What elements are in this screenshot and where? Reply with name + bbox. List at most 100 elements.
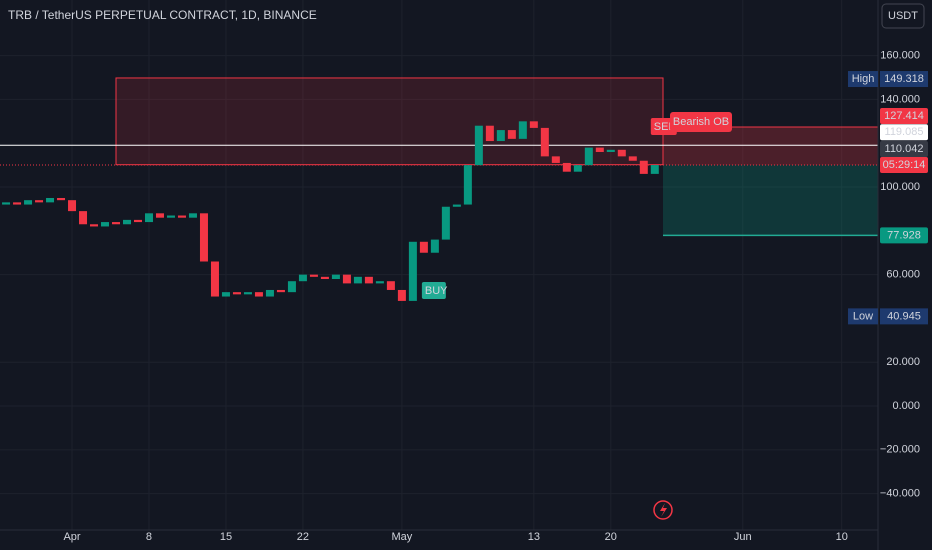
candle-body bbox=[254, 292, 263, 297]
high-badge bbox=[848, 71, 878, 88]
candle-body bbox=[628, 156, 637, 161]
axis: 160.000 140.000 100.000 60.000 20.000 0.000 −2… bbox=[63, 50, 928, 543]
low-name: Low bbox=[853, 310, 873, 322]
candle-body bbox=[540, 127, 549, 157]
candle-body bbox=[166, 215, 175, 218]
candle-body bbox=[430, 239, 439, 253]
x-tick-label: 13 bbox=[528, 531, 540, 543]
candle-body bbox=[243, 292, 252, 295]
candle-body bbox=[474, 125, 483, 166]
candle-body bbox=[551, 156, 560, 163]
candle-body bbox=[13, 202, 22, 205]
last-price-label: 110.042 bbox=[885, 143, 924, 155]
candle-body bbox=[342, 274, 351, 284]
x-tick-label: 20 bbox=[605, 531, 617, 543]
countdown-label: 05:29:14 bbox=[883, 159, 926, 171]
candle-body bbox=[68, 200, 77, 212]
candle-body bbox=[265, 289, 274, 297]
candle-body bbox=[46, 197, 55, 203]
signal-label: BUY bbox=[425, 285, 448, 297]
candle-body bbox=[606, 149, 615, 152]
candle-body bbox=[386, 281, 395, 290]
y-tick-label: 0.000 bbox=[892, 400, 920, 412]
candle-body bbox=[155, 213, 164, 218]
candle-body bbox=[617, 149, 626, 157]
line-price-label-badge bbox=[880, 124, 928, 141]
candle-body bbox=[57, 197, 66, 201]
y-tick-label: 20.000 bbox=[886, 356, 920, 368]
candle-body bbox=[485, 125, 494, 142]
grid bbox=[0, 0, 878, 530]
candle-body bbox=[320, 276, 329, 280]
candle-body bbox=[199, 213, 208, 262]
candle-body bbox=[584, 147, 593, 166]
high-value-badge bbox=[880, 71, 928, 88]
candle-body bbox=[24, 200, 33, 205]
low-value-badge bbox=[880, 308, 928, 325]
candle-body bbox=[331, 274, 340, 280]
target-price-label-badge bbox=[880, 227, 928, 244]
y-tick-label: 140.000 bbox=[880, 93, 920, 105]
chart-title: TRB / TetherUS PERPETUAL CONTRACT, 1D, B… bbox=[8, 8, 317, 22]
low-badge bbox=[848, 308, 878, 325]
x-tick-label: 8 bbox=[146, 531, 152, 543]
y-tick-label: −20.000 bbox=[880, 444, 920, 456]
currency-button[interactable] bbox=[881, 3, 925, 29]
x-tick-label: 22 bbox=[297, 531, 309, 543]
candle-body bbox=[188, 213, 197, 218]
candle-body bbox=[232, 292, 241, 295]
high-value: 149.318 bbox=[884, 73, 924, 85]
candle-body bbox=[79, 211, 88, 225]
candle-body bbox=[144, 213, 153, 223]
last-price-label-badge bbox=[880, 141, 928, 158]
x-tick-label: Apr bbox=[63, 531, 80, 543]
y-tick-label: 160.000 bbox=[880, 50, 920, 62]
candle-body bbox=[375, 281, 384, 284]
stop-zone bbox=[663, 126, 878, 166]
x-tick-label: 10 bbox=[836, 531, 848, 543]
candle-body bbox=[529, 121, 538, 128]
candle-body bbox=[562, 162, 571, 172]
candle-body bbox=[2, 202, 11, 205]
candle-body bbox=[177, 215, 186, 218]
candle-body bbox=[298, 274, 307, 282]
signal-badge bbox=[421, 282, 446, 299]
candle-body bbox=[408, 241, 417, 301]
high-name: High bbox=[852, 73, 875, 85]
candle-body bbox=[133, 219, 142, 223]
candle-body bbox=[507, 130, 516, 139]
candle-body bbox=[35, 200, 44, 203]
y-tick-label: 60.000 bbox=[886, 269, 920, 281]
x-tick-label: Jun bbox=[734, 531, 752, 543]
order-block-badge bbox=[670, 112, 732, 132]
stop-price-label: 127.414 bbox=[884, 110, 924, 122]
candle-body bbox=[90, 224, 99, 227]
candle-body bbox=[122, 219, 131, 225]
candle-body bbox=[518, 121, 527, 139]
candle-body bbox=[419, 241, 428, 253]
line-price-label: 119.085 bbox=[885, 126, 924, 138]
candle-body bbox=[112, 222, 121, 225]
countdown-label-badge bbox=[880, 157, 928, 174]
candle-body bbox=[287, 281, 296, 293]
candle-body bbox=[309, 274, 318, 277]
currency-label[interactable]: USDT bbox=[888, 10, 918, 22]
candle-body bbox=[210, 261, 219, 297]
y-tick-label: 100.000 bbox=[880, 181, 920, 193]
candle-body bbox=[101, 222, 110, 227]
x-tick-label: 15 bbox=[220, 531, 232, 543]
candle-body bbox=[397, 289, 406, 301]
alert-bolt bbox=[660, 503, 667, 517]
candle-body bbox=[441, 206, 450, 240]
candle-body bbox=[573, 165, 582, 172]
candle-body bbox=[276, 289, 285, 293]
order-block-label: Bearish OB bbox=[673, 116, 729, 128]
candle-body bbox=[639, 160, 648, 174]
low-value: 40.945 bbox=[887, 310, 921, 322]
alert-icon[interactable] bbox=[653, 500, 673, 520]
candle-body bbox=[463, 165, 472, 205]
target-zone bbox=[663, 165, 878, 236]
order-block bbox=[115, 77, 664, 166]
